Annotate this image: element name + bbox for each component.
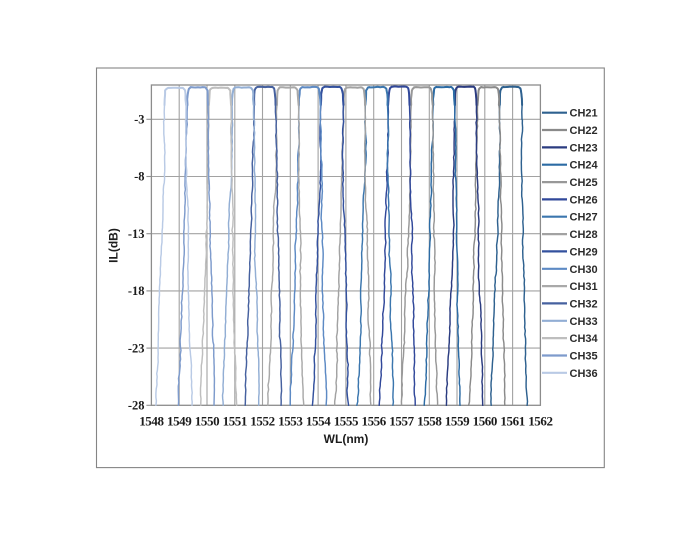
svg-text:1560: 1560	[473, 414, 497, 429]
svg-text:1561: 1561	[500, 414, 524, 429]
svg-text:-3: -3	[134, 113, 144, 127]
svg-text:-18: -18	[128, 284, 145, 298]
svg-text:CH33: CH33	[570, 316, 598, 328]
svg-text:CH32: CH32	[570, 298, 598, 310]
svg-text:CH23: CH23	[570, 142, 598, 154]
svg-text:CH24: CH24	[570, 160, 599, 172]
svg-text:1549: 1549	[167, 414, 192, 429]
svg-text:CH25: CH25	[570, 177, 598, 189]
svg-text:CH27: CH27	[570, 212, 598, 224]
svg-text:CH30: CH30	[570, 264, 598, 276]
svg-text:CH31: CH31	[570, 281, 598, 293]
svg-text:1551: 1551	[223, 414, 247, 429]
svg-text:-23: -23	[128, 341, 145, 355]
svg-text:-28: -28	[128, 399, 145, 413]
svg-text:CH26: CH26	[570, 194, 598, 206]
svg-text:1553: 1553	[278, 414, 303, 429]
svg-text:CH21: CH21	[570, 108, 598, 120]
svg-text:1559: 1559	[445, 414, 470, 429]
svg-text:IL(dB): IL(dB)	[107, 228, 121, 263]
svg-text:-8: -8	[134, 170, 144, 184]
svg-text:1558: 1558	[417, 414, 442, 429]
svg-text:-13: -13	[128, 227, 145, 241]
svg-text:1554: 1554	[306, 414, 331, 429]
svg-text:1552: 1552	[250, 414, 274, 429]
svg-text:1557: 1557	[389, 414, 414, 429]
svg-text:CH35: CH35	[570, 351, 598, 363]
svg-text:CH34: CH34	[570, 333, 599, 345]
svg-text:1562: 1562	[528, 414, 552, 429]
svg-text:CH22: CH22	[570, 125, 598, 137]
svg-text:1556: 1556	[361, 414, 386, 429]
svg-text:1550: 1550	[195, 414, 219, 429]
svg-text:WL(nm): WL(nm)	[324, 432, 369, 446]
svg-text:CH36: CH36	[570, 368, 598, 380]
svg-text:1548: 1548	[139, 414, 164, 429]
svg-text:1555: 1555	[334, 414, 359, 429]
svg-text:CH28: CH28	[570, 229, 598, 241]
svg-text:CH29: CH29	[570, 246, 598, 258]
